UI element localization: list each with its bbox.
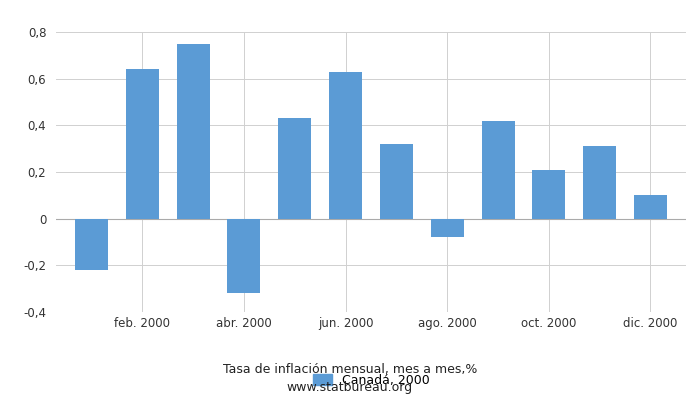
Legend: Canadá, 2000: Canadá, 2000 — [308, 369, 434, 392]
Bar — [176, 44, 210, 219]
Bar — [634, 195, 667, 219]
Bar — [532, 170, 566, 219]
Text: Tasa de inflación mensual, mes a mes,%: Tasa de inflación mensual, mes a mes,% — [223, 364, 477, 376]
Bar — [482, 121, 514, 219]
Bar — [380, 144, 413, 219]
Bar — [75, 219, 108, 270]
Bar — [228, 219, 260, 293]
Bar — [279, 118, 312, 219]
Bar — [329, 72, 362, 219]
Bar — [430, 219, 463, 237]
Bar — [583, 146, 616, 219]
Text: www.statbureau.org: www.statbureau.org — [287, 382, 413, 394]
Bar — [126, 69, 159, 219]
